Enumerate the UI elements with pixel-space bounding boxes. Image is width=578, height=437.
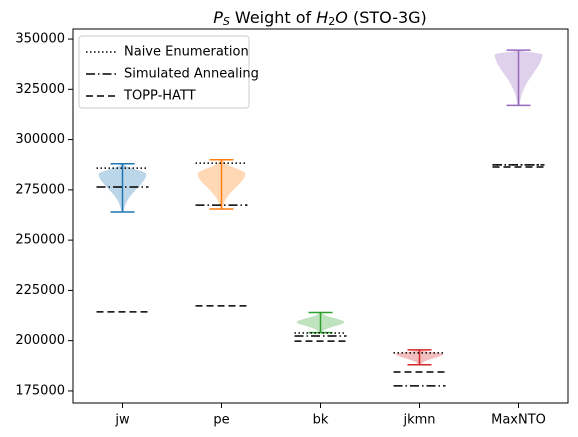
title-part: P — [213, 8, 223, 27]
legend-box — [78, 35, 250, 109]
title-part: Weight of — [230, 8, 316, 27]
title-part: O — [335, 8, 348, 27]
x-tick-label: MaxNTO — [491, 413, 546, 428]
chart-title: PS Weight of H2O (STO-3G) — [213, 8, 427, 29]
x-tick-label: jkmn — [402, 413, 435, 428]
y-tick-label: 225000 — [15, 283, 65, 298]
y-tick-label: 250000 — [15, 233, 65, 248]
title-part: H — [316, 8, 328, 27]
legend: Naive Enumeration Simulated Annealing TOPP… — [78, 35, 259, 109]
title-part: (STO-3G) — [348, 8, 427, 27]
y-tick-label: 200000 — [15, 333, 65, 348]
legend-label: Simulated Annealing — [124, 67, 259, 82]
x-tick-label: jw — [114, 413, 130, 428]
y-tick-label: 175000 — [15, 383, 65, 398]
y-tick-label: 325000 — [15, 82, 65, 97]
x-tick-label: bk — [313, 413, 329, 428]
plot-frame — [72, 28, 569, 404]
x-tick-label: pe — [213, 413, 229, 428]
legend-label: Naive Enumeration — [124, 45, 249, 60]
title-part: S — [223, 15, 230, 28]
y-tick-label: 350000 — [15, 32, 65, 47]
title-part: 2 — [328, 15, 335, 28]
y-tick-label: 300000 — [15, 132, 65, 147]
legend-label: TOPP-HATT — [123, 89, 196, 104]
y-tick-label: 275000 — [15, 182, 65, 197]
